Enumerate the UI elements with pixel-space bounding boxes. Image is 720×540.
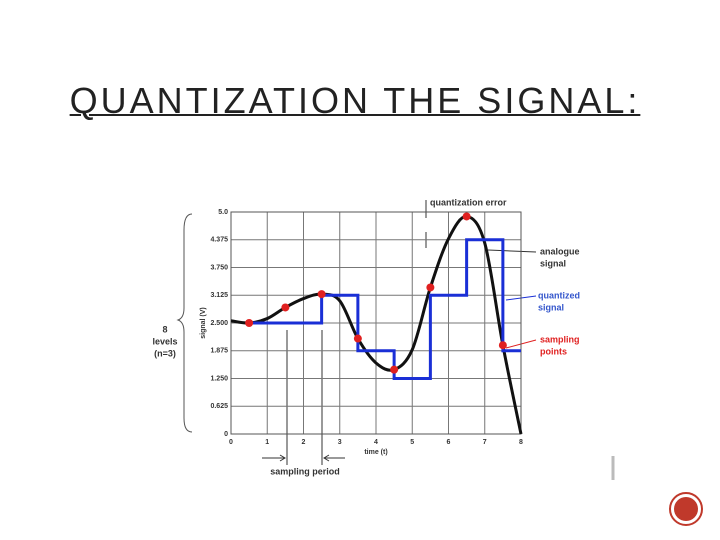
y-tick-label: 5.0	[218, 209, 228, 216]
x-tick-label: 8	[519, 439, 523, 446]
sampling-point	[317, 290, 326, 299]
x-tick-label: 5	[410, 439, 414, 446]
annotation: quantization error	[430, 197, 507, 207]
sampling-point	[390, 365, 399, 374]
y-tick-label: 3.125	[210, 292, 228, 299]
y-tick-label: 3.750	[210, 264, 228, 271]
y-tick-label: 2.500	[210, 320, 228, 327]
x-tick-label: 1	[265, 439, 269, 446]
sampling-point	[426, 283, 435, 292]
sampling-point	[245, 319, 254, 327]
x-tick-label: 7	[483, 439, 487, 446]
y-axis-label: signal (V)	[200, 307, 207, 339]
sampling-point	[462, 212, 471, 221]
y-tick-label: 0.625	[210, 403, 228, 410]
x-axis-label: time (t)	[364, 449, 387, 456]
plot-frame	[230, 211, 522, 435]
y-tick-label: 0	[224, 431, 228, 438]
annotation: signal	[538, 302, 564, 312]
y-tick-label: 4.375	[210, 237, 228, 244]
annotation: signal	[540, 258, 566, 268]
annotation: analogue	[540, 246, 580, 256]
y-tick-label: 1.875	[210, 348, 228, 355]
x-tick-label: 3	[338, 439, 342, 446]
x-tick-label: 4	[374, 439, 378, 446]
annotation: points	[540, 346, 567, 356]
annotation: sampling period	[270, 466, 340, 476]
x-tick-label: 6	[447, 439, 451, 446]
annotations: quantization error analogue signal quant…	[152, 197, 580, 476]
sampling-point	[281, 303, 290, 312]
arrow	[262, 454, 345, 462]
decor-dot	[674, 497, 698, 521]
sampling-point	[353, 334, 362, 343]
x-tick-label: 2	[302, 439, 306, 446]
decor-ring	[669, 492, 703, 526]
slide-title: QUANTIZATION THE SIGNAL:	[69, 80, 641, 121]
annotation: 8	[162, 324, 167, 334]
y-tick-label: 1.250	[210, 375, 228, 382]
annotation: (n=3)	[154, 348, 176, 358]
quantized-signal	[249, 238, 521, 380]
annotation: levels	[152, 336, 177, 346]
pointer	[487, 249, 537, 253]
annotation: quantized	[538, 290, 580, 300]
annotation: sampling	[540, 334, 580, 344]
sampling-point	[498, 341, 507, 350]
x-tick-label: 0	[229, 439, 233, 446]
bracket	[176, 213, 193, 433]
